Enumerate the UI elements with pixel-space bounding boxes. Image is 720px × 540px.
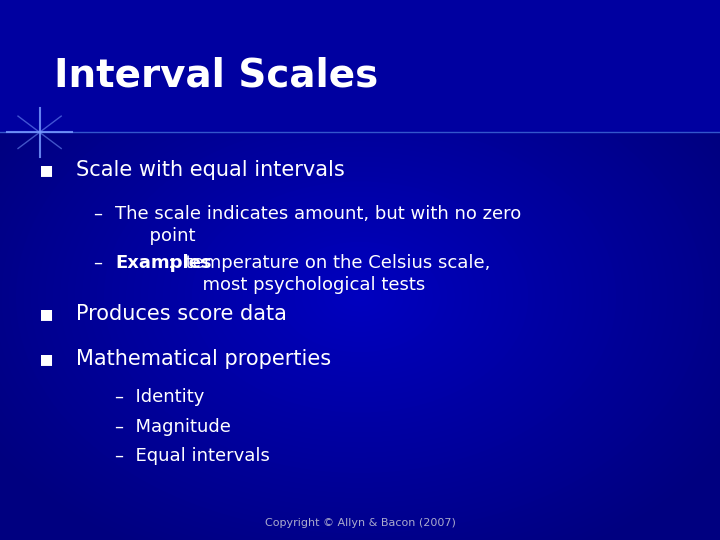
Text: Produces score data: Produces score data bbox=[76, 304, 287, 325]
Text: –: – bbox=[94, 205, 103, 223]
Ellipse shape bbox=[272, 237, 448, 357]
Ellipse shape bbox=[265, 232, 455, 362]
Ellipse shape bbox=[30, 71, 690, 523]
Ellipse shape bbox=[0, 40, 720, 540]
Ellipse shape bbox=[67, 96, 653, 498]
Ellipse shape bbox=[353, 292, 367, 302]
Ellipse shape bbox=[104, 121, 616, 473]
Text: Scale with equal intervals: Scale with equal intervals bbox=[76, 160, 344, 180]
Ellipse shape bbox=[60, 91, 660, 503]
Ellipse shape bbox=[170, 166, 550, 428]
Ellipse shape bbox=[0, 10, 720, 540]
Ellipse shape bbox=[177, 171, 543, 423]
Ellipse shape bbox=[82, 106, 638, 488]
Text: Mathematical properties: Mathematical properties bbox=[76, 349, 330, 369]
Ellipse shape bbox=[118, 131, 602, 463]
Ellipse shape bbox=[96, 116, 624, 478]
Ellipse shape bbox=[155, 156, 565, 438]
Ellipse shape bbox=[221, 201, 499, 393]
Ellipse shape bbox=[133, 141, 587, 453]
Text: :  temperature on the Celsius scale,
      most psychological tests: : temperature on the Celsius scale, most… bbox=[168, 254, 490, 294]
Text: –  Magnitude: – Magnitude bbox=[115, 417, 231, 436]
Ellipse shape bbox=[0, 35, 720, 540]
Ellipse shape bbox=[23, 65, 697, 529]
Ellipse shape bbox=[111, 126, 609, 468]
Ellipse shape bbox=[206, 191, 514, 403]
Ellipse shape bbox=[45, 80, 675, 514]
Ellipse shape bbox=[323, 272, 397, 322]
Text: ▪: ▪ bbox=[39, 304, 55, 325]
Ellipse shape bbox=[192, 181, 528, 413]
Ellipse shape bbox=[287, 247, 433, 347]
Ellipse shape bbox=[214, 197, 506, 397]
Ellipse shape bbox=[126, 136, 594, 458]
Text: –: – bbox=[94, 254, 103, 272]
Text: –  Identity: – Identity bbox=[115, 388, 204, 406]
Ellipse shape bbox=[302, 256, 418, 338]
Ellipse shape bbox=[184, 176, 536, 418]
Text: Examples: Examples bbox=[115, 254, 212, 272]
Ellipse shape bbox=[162, 161, 558, 433]
Ellipse shape bbox=[1, 50, 719, 540]
Ellipse shape bbox=[0, 25, 720, 540]
Ellipse shape bbox=[9, 56, 711, 538]
Ellipse shape bbox=[0, 5, 720, 540]
Ellipse shape bbox=[148, 151, 572, 443]
Ellipse shape bbox=[338, 282, 382, 312]
Ellipse shape bbox=[316, 267, 404, 327]
Ellipse shape bbox=[16, 60, 704, 534]
Ellipse shape bbox=[279, 241, 441, 353]
Text: Interval Scales: Interval Scales bbox=[54, 57, 378, 94]
Ellipse shape bbox=[346, 287, 374, 307]
Ellipse shape bbox=[0, 20, 720, 540]
Ellipse shape bbox=[89, 111, 631, 483]
Ellipse shape bbox=[235, 212, 485, 382]
Ellipse shape bbox=[258, 226, 462, 368]
Ellipse shape bbox=[330, 277, 390, 317]
Ellipse shape bbox=[0, 30, 720, 540]
Text: ▪: ▪ bbox=[39, 160, 55, 180]
Ellipse shape bbox=[199, 186, 521, 408]
Text: The scale indicates amount, but with no zero
      point: The scale indicates amount, but with no … bbox=[115, 205, 521, 245]
Ellipse shape bbox=[250, 221, 470, 373]
Ellipse shape bbox=[243, 217, 477, 377]
Ellipse shape bbox=[53, 85, 667, 509]
Ellipse shape bbox=[309, 262, 411, 332]
Ellipse shape bbox=[74, 100, 646, 494]
Text: Copyright © Allyn & Bacon (2007): Copyright © Allyn & Bacon (2007) bbox=[264, 518, 456, 528]
Ellipse shape bbox=[0, 15, 720, 540]
Ellipse shape bbox=[0, 45, 720, 540]
Ellipse shape bbox=[228, 206, 492, 388]
Ellipse shape bbox=[38, 76, 682, 518]
Text: –  Equal intervals: – Equal intervals bbox=[115, 447, 270, 465]
Ellipse shape bbox=[294, 252, 426, 342]
Ellipse shape bbox=[140, 146, 580, 448]
Text: ▪: ▪ bbox=[39, 349, 55, 369]
Bar bbox=[0, 0, 720, 132]
